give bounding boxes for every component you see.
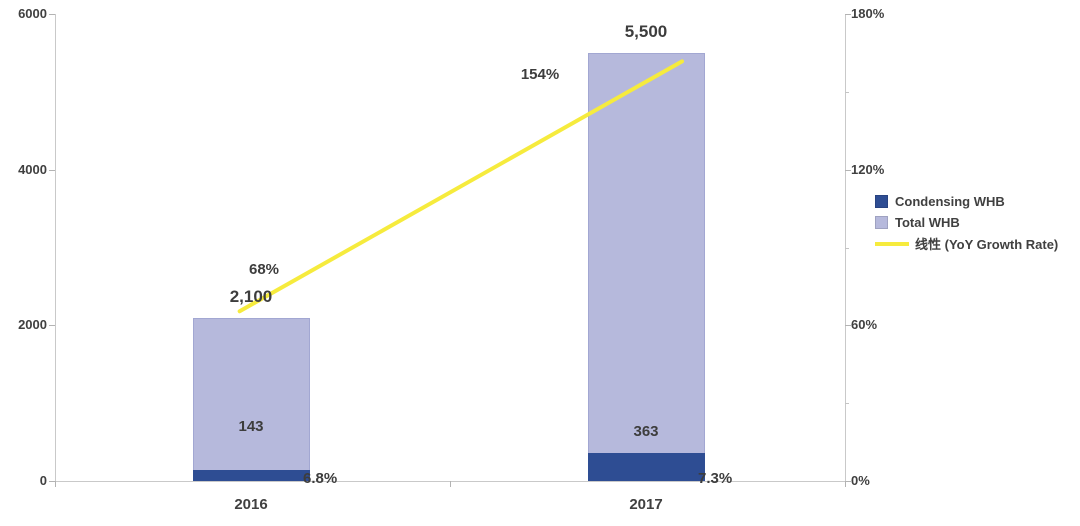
legend-label: Total WHB [895, 215, 960, 230]
x-axis-tick [450, 481, 451, 487]
growth-label-2016: 68% [248, 261, 280, 278]
left-axis-label-6000: 6000 [18, 6, 47, 21]
right-axis-minor-tick [845, 247, 849, 249]
x-axis-label-2016: 2016 [234, 496, 268, 513]
right-axis-tick [845, 481, 851, 482]
legend-item-total-whb: Total WHB [875, 212, 1058, 233]
right-axis-label-120: 120% [851, 162, 885, 177]
right-axis-tick [845, 169, 851, 171]
yoy-line-swatch-icon [875, 241, 909, 246]
right-axis-minor-tick [845, 403, 849, 405]
left-axis-tick [49, 169, 55, 171]
x-axis-tick [845, 481, 846, 487]
left-axis-label-4000: 4000 [18, 162, 47, 177]
share-label-2016: 6.8% [303, 470, 338, 487]
total-whb-bar-2017 [588, 53, 705, 481]
yoy-growth-line [237, 59, 685, 314]
right-axis-label-0: 0% [851, 473, 870, 488]
total-label-2017: 5,500 [624, 22, 668, 41]
share-label-2017: 7.3% [698, 470, 733, 487]
left-axis-label-0: 0 [39, 473, 47, 488]
right-axis-label-180: 180% [851, 6, 885, 21]
condensing-whb-swatch-icon [875, 195, 888, 208]
legend: Condensing WHB Total WHB 线性 (YoY Growth … [875, 191, 1058, 254]
legend-label: Condensing WHB [895, 194, 1005, 209]
legend-item-yoy-growth: 线性 (YoY Growth Rate) [875, 233, 1058, 254]
condensing-whb-bar-2017 [588, 453, 705, 481]
total-whb-swatch-icon [875, 216, 888, 229]
total-label-2016: 2,100 [229, 287, 273, 306]
left-axis-line [55, 14, 56, 481]
right-axis-tick [845, 14, 851, 15]
left-axis-tick [49, 325, 55, 327]
right-axis-label-60: 60% [851, 317, 878, 332]
right-axis-minor-tick [845, 91, 849, 93]
legend-item-condensing-whb: Condensing WHB [875, 191, 1058, 212]
legend-label: 线性 (YoY Growth Rate) [915, 237, 1059, 252]
left-axis-tick [49, 14, 55, 15]
left-axis-tick [49, 481, 55, 482]
left-axis-label-2000: 2000 [18, 317, 47, 332]
x-axis-tick [55, 481, 56, 487]
total-whb-bar-2016 [193, 318, 310, 481]
condensing-label-2017: 363 [633, 423, 659, 440]
growth-label-2017: 154% [520, 66, 560, 83]
condensing-whb-bar-2016 [193, 470, 310, 481]
right-axis-tick [845, 325, 851, 327]
condensing-label-2016: 143 [238, 418, 264, 435]
x-axis-label-2017: 2017 [629, 496, 663, 513]
